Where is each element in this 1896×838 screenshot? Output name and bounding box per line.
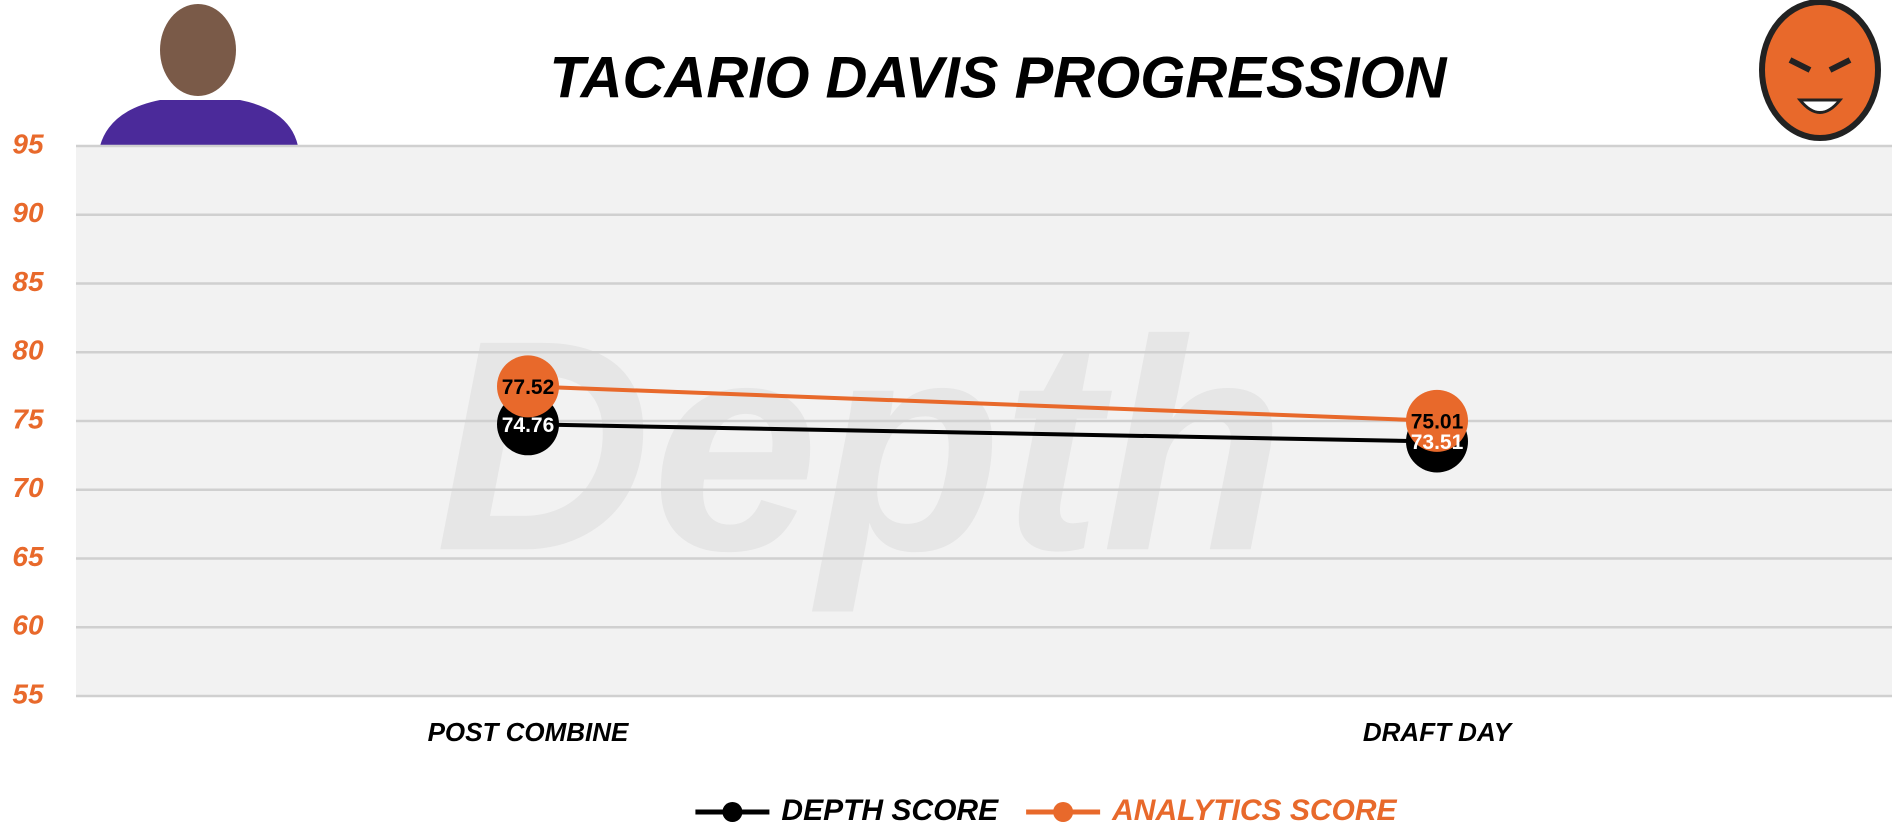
legend-label: DEPTH SCORE <box>781 794 999 827</box>
y-tick-label: 90 <box>12 197 44 228</box>
y-tick-label: 80 <box>12 335 44 366</box>
series-line <box>527 422 1438 444</box>
y-tick-label: 70 <box>12 472 44 503</box>
y-tick-label: 95 <box>12 128 44 159</box>
y-tick-label: 75 <box>12 403 44 434</box>
data-label: 74.76 <box>502 414 555 437</box>
chart-title: TACARIO DAVIS PROGRESSION <box>550 45 1448 110</box>
x-tick-label: POST COMBINE <box>428 717 629 747</box>
y-tick-label: 60 <box>12 610 44 641</box>
x-tick-label: DRAFT DAY <box>1363 717 1514 747</box>
team-logo <box>1759 0 1881 141</box>
data-label: 75.01 <box>1411 410 1464 433</box>
y-tick-label: 65 <box>12 541 44 572</box>
watermark: Depth <box>435 277 1285 615</box>
series-line <box>527 384 1438 423</box>
legend-item: DEPTH SCORE <box>695 794 999 827</box>
legend-marker <box>1053 802 1074 822</box>
point <box>1406 389 1468 452</box>
legend-marker <box>722 802 743 822</box>
player-photo <box>100 4 298 146</box>
data-label: 77.52 <box>502 376 555 399</box>
point <box>497 355 559 418</box>
data-label: 73.51 <box>1411 431 1464 454</box>
y-tick-label: 55 <box>12 678 44 709</box>
y-tick-label: 85 <box>12 266 44 297</box>
legend-label: ANALYTICS SCORE <box>1111 794 1397 827</box>
legend-item: ANALYTICS SCORE <box>1026 794 1398 827</box>
